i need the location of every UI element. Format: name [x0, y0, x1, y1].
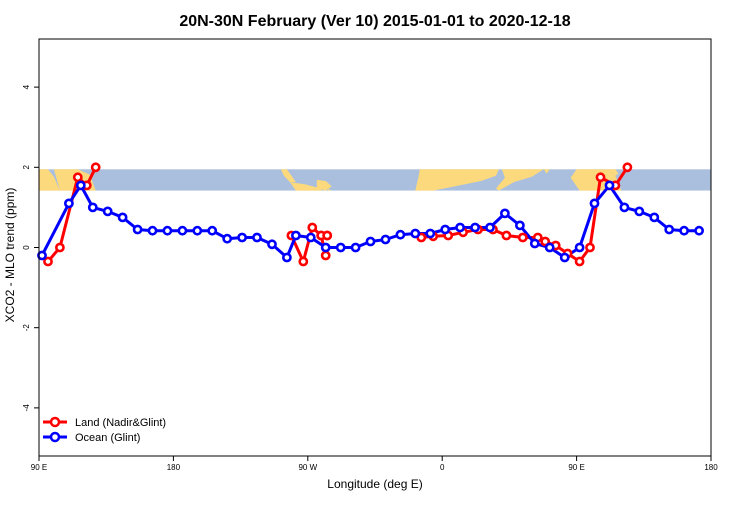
ocean-point-0-10	[192, 225, 203, 236]
y-axis-label: XCO2 - MLO trend (ppm)	[3, 188, 17, 323]
ocean-point-0-27	[440, 224, 451, 235]
map-land-3	[289, 182, 323, 191]
legend-land-marker	[49, 416, 61, 428]
land-point-2-2	[322, 230, 333, 241]
ocean-point-0-12	[222, 233, 233, 244]
ocean-point-0-15	[267, 239, 277, 250]
y-tick-label-0: -4	[22, 404, 31, 412]
ocean-point-0-4	[102, 206, 113, 217]
ocean-line-0	[40, 183, 700, 259]
ocean-point-0-19	[320, 242, 331, 253]
x-axis-label: Longitude (deg E)	[327, 477, 422, 491]
ocean-point-0-18	[305, 232, 316, 243]
map-land-2	[280, 169, 296, 183]
ocean-point-0-41	[649, 212, 660, 223]
ocean-point-0-28	[455, 222, 465, 233]
ocean-point-0-29	[470, 222, 480, 233]
ocean-point-0-13	[237, 232, 247, 243]
map-land-8	[543, 169, 550, 174]
ocean-point-0-21	[350, 242, 361, 253]
land-point-3-6	[501, 230, 512, 241]
ocean-point-0-38	[604, 180, 615, 191]
ocean-point-0-30	[485, 222, 495, 233]
ocean-point-0-1	[64, 198, 74, 209]
land-point-3-7	[517, 232, 528, 243]
land-point-1-1	[298, 256, 309, 267]
map-ocean	[39, 169, 711, 191]
chart-title: 20N-30N February (Ver 10) 2015-01-01 to …	[179, 13, 570, 30]
legend: Land (Nadir&Glint) Ocean (Glint)	[43, 416, 166, 444]
land-point-0-0	[43, 256, 53, 267]
ocean-point-0-5	[117, 212, 128, 223]
land-point-3-9	[540, 236, 551, 247]
ocean-point-0-25	[410, 228, 421, 239]
x-tick-label-0: 90 E	[31, 463, 47, 472]
ocean-point-0-42	[664, 224, 675, 235]
ocean-point-0-37	[589, 198, 600, 209]
ocean-point-0-2	[75, 180, 86, 191]
x-tick-label-1: 180	[167, 463, 181, 472]
ocean-point-0-31	[499, 208, 510, 219]
y-tick-label-4: 4	[22, 84, 31, 89]
plot-frame	[38, 38, 712, 457]
ocean-point-0-39	[619, 202, 630, 213]
map-land-4	[316, 179, 332, 191]
ocean-point-0-40	[634, 206, 645, 217]
ocean-point-0-22	[365, 236, 376, 247]
x-axis: 90 E 180 90 W 0 90 E 180	[31, 456, 718, 472]
x-tick-label-3: 0	[440, 463, 445, 472]
ocean-point-0-6	[132, 224, 143, 235]
ocean-point-0-32	[515, 220, 525, 231]
land-point-3-14	[595, 172, 606, 183]
ocean-point-0-35	[559, 252, 570, 263]
map-land-0	[39, 169, 60, 191]
land-point-0-1	[55, 242, 65, 253]
series-layer	[37, 162, 704, 267]
x-tick-label-4: 90 E	[568, 463, 584, 472]
y-tick-label-1: -2	[22, 324, 31, 332]
world-map-band	[39, 169, 711, 191]
ocean-point-0-0	[37, 250, 47, 261]
ocean-point-0-24	[395, 229, 406, 240]
ocean-point-0-44	[694, 225, 704, 236]
land-point-3-16	[622, 162, 633, 173]
land-point-0-4	[90, 162, 101, 173]
map-land-10	[606, 169, 619, 176]
ocean-point-0-7	[147, 225, 158, 236]
ocean-point-0-20	[335, 242, 346, 253]
ocean-point-0-23	[380, 234, 391, 245]
ocean-point-0-14	[252, 232, 262, 243]
y-axis: -4 -2 0 2 4	[22, 84, 39, 411]
land-point-3-13	[585, 242, 595, 253]
ocean-point-0-34	[544, 242, 555, 253]
x-tick-label-5: 180	[704, 463, 718, 472]
y-tick-label-2: 0	[22, 245, 31, 250]
legend-ocean-label: Ocean (Glint)	[75, 432, 140, 444]
y-tick-label-3: 2	[22, 165, 31, 170]
land-point-3-12	[574, 256, 585, 267]
ocean-point-0-8	[162, 225, 173, 236]
ocean-point-0-17	[290, 230, 301, 241]
ocean-point-0-3	[87, 202, 98, 213]
ocean-point-0-33	[529, 238, 540, 249]
legend-ocean-marker	[49, 431, 61, 443]
ocean-point-0-36	[574, 242, 585, 253]
map-land-5	[327, 188, 332, 191]
map-land-6	[415, 169, 499, 191]
land-point-1-4	[320, 250, 331, 261]
x-tick-label-2: 90 W	[298, 463, 317, 472]
map-land-7	[496, 169, 544, 191]
ocean-point-0-11	[207, 225, 218, 236]
ocean-point-0-9	[177, 225, 188, 236]
legend-land-label: Land (Nadir&Glint)	[75, 417, 166, 429]
ocean-point-0-26	[425, 228, 436, 239]
ocean-point-0-43	[679, 225, 689, 236]
land-point-0-2	[72, 172, 83, 183]
ocean-point-0-16	[281, 252, 292, 263]
land-point-1-2	[307, 222, 318, 233]
